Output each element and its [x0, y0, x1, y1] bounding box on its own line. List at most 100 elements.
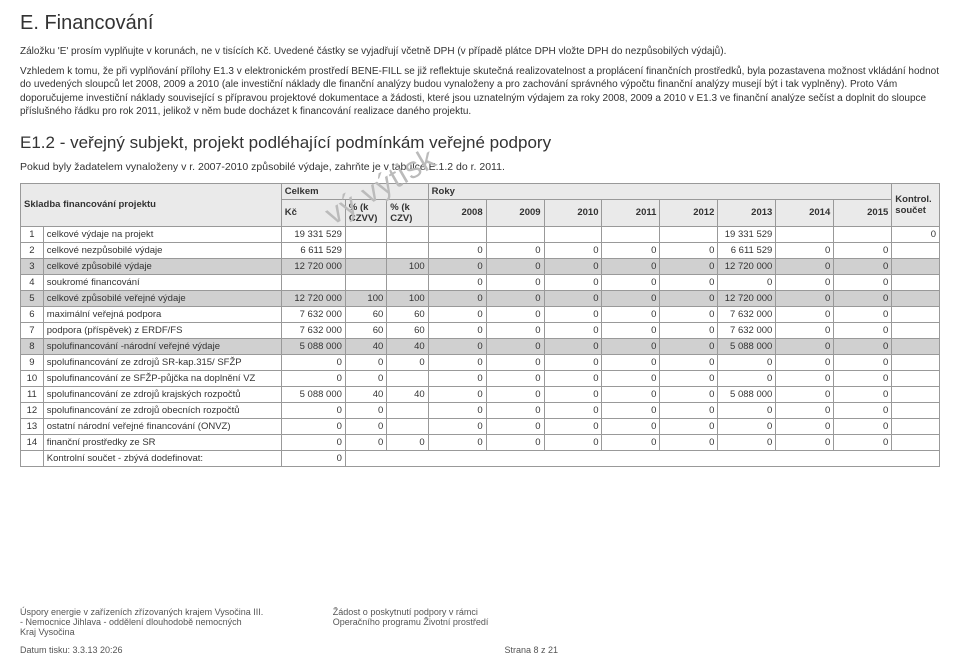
- table-row: 2celkové nezpůsobilé výdaje6 611 5290000…: [21, 242, 940, 258]
- row-year-5: 5 088 000: [718, 386, 776, 402]
- table-row: 3celkové způsobilé výdaje12 720 00010000…: [21, 258, 940, 274]
- row-kc: 5 088 000: [281, 338, 345, 354]
- row-year-6: 0: [776, 322, 834, 338]
- row-year-2: 0: [544, 386, 602, 402]
- row-year-3: 0: [602, 370, 660, 386]
- header-kontrol: Kontrol. součet: [892, 183, 940, 226]
- row-year-3: 0: [602, 418, 660, 434]
- row-year-4: 0: [660, 386, 718, 402]
- table-row: 11spolufinancování ze zdrojů krajských r…: [21, 386, 940, 402]
- row-year-3: 0: [602, 242, 660, 258]
- row-ctrl: [892, 306, 940, 322]
- row-pct2: 60: [387, 306, 428, 322]
- row-year-4: 0: [660, 274, 718, 290]
- row-year-6: 0: [776, 402, 834, 418]
- row-pct2: 40: [387, 386, 428, 402]
- footer-left-3: Kraj Vysočina: [20, 627, 314, 637]
- row-year-3: 0: [602, 258, 660, 274]
- footer-blank: [345, 450, 939, 466]
- row-year-1: 0: [486, 354, 544, 370]
- row-year-0: 0: [428, 242, 486, 258]
- row-label: ostatní národní veřejné financování (ONV…: [43, 418, 281, 434]
- row-pct1: 60: [345, 306, 386, 322]
- row-year-3: 0: [602, 386, 660, 402]
- paragraph-1: Záložku 'E' prosím vyplňujte v korunách,…: [20, 45, 940, 59]
- row-year-1: 0: [486, 386, 544, 402]
- row-year-4: 0: [660, 338, 718, 354]
- row-year-2: 0: [544, 322, 602, 338]
- row-year-0: 0: [428, 322, 486, 338]
- row-year-0: 0: [428, 306, 486, 322]
- header-year: 2012: [660, 199, 718, 226]
- row-pct1: 0: [345, 418, 386, 434]
- row-pct1: 60: [345, 322, 386, 338]
- row-year-2: 0: [544, 290, 602, 306]
- row-year-2: 0: [544, 370, 602, 386]
- row-year-2: 0: [544, 338, 602, 354]
- row-year-7: 0: [834, 434, 892, 450]
- table-row: 7podpora (příspěvek) z ERDF/FS7 632 0006…: [21, 322, 940, 338]
- row-index: 13: [21, 418, 44, 434]
- row-year-3: 0: [602, 274, 660, 290]
- row-pct2: [387, 274, 428, 290]
- row-ctrl: [892, 370, 940, 386]
- row-kc: 0: [281, 402, 345, 418]
- row-year-4: 0: [660, 290, 718, 306]
- row-year-2: 0: [544, 306, 602, 322]
- row-index: 3: [21, 258, 44, 274]
- row-year-0: 0: [428, 354, 486, 370]
- row-year-0: 0: [428, 434, 486, 450]
- row-ctrl: [892, 242, 940, 258]
- row-year-1: 0: [486, 290, 544, 306]
- row-year-5: 6 611 529: [718, 242, 776, 258]
- row-pct1: 0: [345, 434, 386, 450]
- row-ctrl: [892, 258, 940, 274]
- table-row: 14finanční prostředky ze SR00000000000: [21, 434, 940, 450]
- footer-row-label: Kontrolní součet - zbývá dodefinovat:: [43, 450, 281, 466]
- subsection-title: E1.2 - veřejný subjekt, projekt podléhaj…: [20, 133, 940, 153]
- row-year-1: 0: [486, 274, 544, 290]
- page-footer: Úspory energie v zařízeních zřízovaných …: [20, 607, 940, 637]
- row-pct2: 100: [387, 290, 428, 306]
- row-year-2: 0: [544, 418, 602, 434]
- row-pct2: [387, 402, 428, 418]
- print-date: Datum tisku: 3.3.13 20:26: [20, 645, 123, 655]
- row-ctrl: 0: [892, 226, 940, 242]
- financing-table: Skladba financování projektu Celkem Roky…: [20, 183, 940, 467]
- header-year: 2010: [544, 199, 602, 226]
- paragraph-2: Vzhledem k tomu, že při vyplňování přílo…: [20, 65, 940, 119]
- row-kc: 7 632 000: [281, 322, 345, 338]
- row-year-2: 0: [544, 402, 602, 418]
- table-row: 1celkové výdaje na projekt19 331 52919 3…: [21, 226, 940, 242]
- footer-mid-2: Operačního programu Životní prostředí: [333, 617, 627, 627]
- row-year-5: 0: [718, 418, 776, 434]
- row-kc: 12 720 000: [281, 258, 345, 274]
- row-pct1: 0: [345, 354, 386, 370]
- row-year-1: 0: [486, 306, 544, 322]
- row-year-4: 0: [660, 418, 718, 434]
- row-kc: 0: [281, 434, 345, 450]
- row-pct1: 40: [345, 386, 386, 402]
- row-year-7: 0: [834, 402, 892, 418]
- row-year-5: 7 632 000: [718, 306, 776, 322]
- row-year-5: 0: [718, 402, 776, 418]
- row-label: spolufinancování ze zdrojů SR-kap.315/ S…: [43, 354, 281, 370]
- row-index: 6: [21, 306, 44, 322]
- row-ctrl: [892, 418, 940, 434]
- row-index: 10: [21, 370, 44, 386]
- table-row: 8spolufinancování -národní veřejné výdaj…: [21, 338, 940, 354]
- row-year-7: 0: [834, 242, 892, 258]
- row-pct2: 40: [387, 338, 428, 354]
- row-year-6: [776, 226, 834, 242]
- row-pct2: [387, 370, 428, 386]
- row-year-7: 0: [834, 306, 892, 322]
- row-year-3: 0: [602, 306, 660, 322]
- row-year-7: 0: [834, 370, 892, 386]
- row-year-4: 0: [660, 306, 718, 322]
- row-year-4: [660, 226, 718, 242]
- section-title: E. Financování: [20, 12, 940, 35]
- row-pct2: [387, 418, 428, 434]
- row-year-1: 0: [486, 434, 544, 450]
- row-pct2: 0: [387, 434, 428, 450]
- row-year-5: 7 632 000: [718, 322, 776, 338]
